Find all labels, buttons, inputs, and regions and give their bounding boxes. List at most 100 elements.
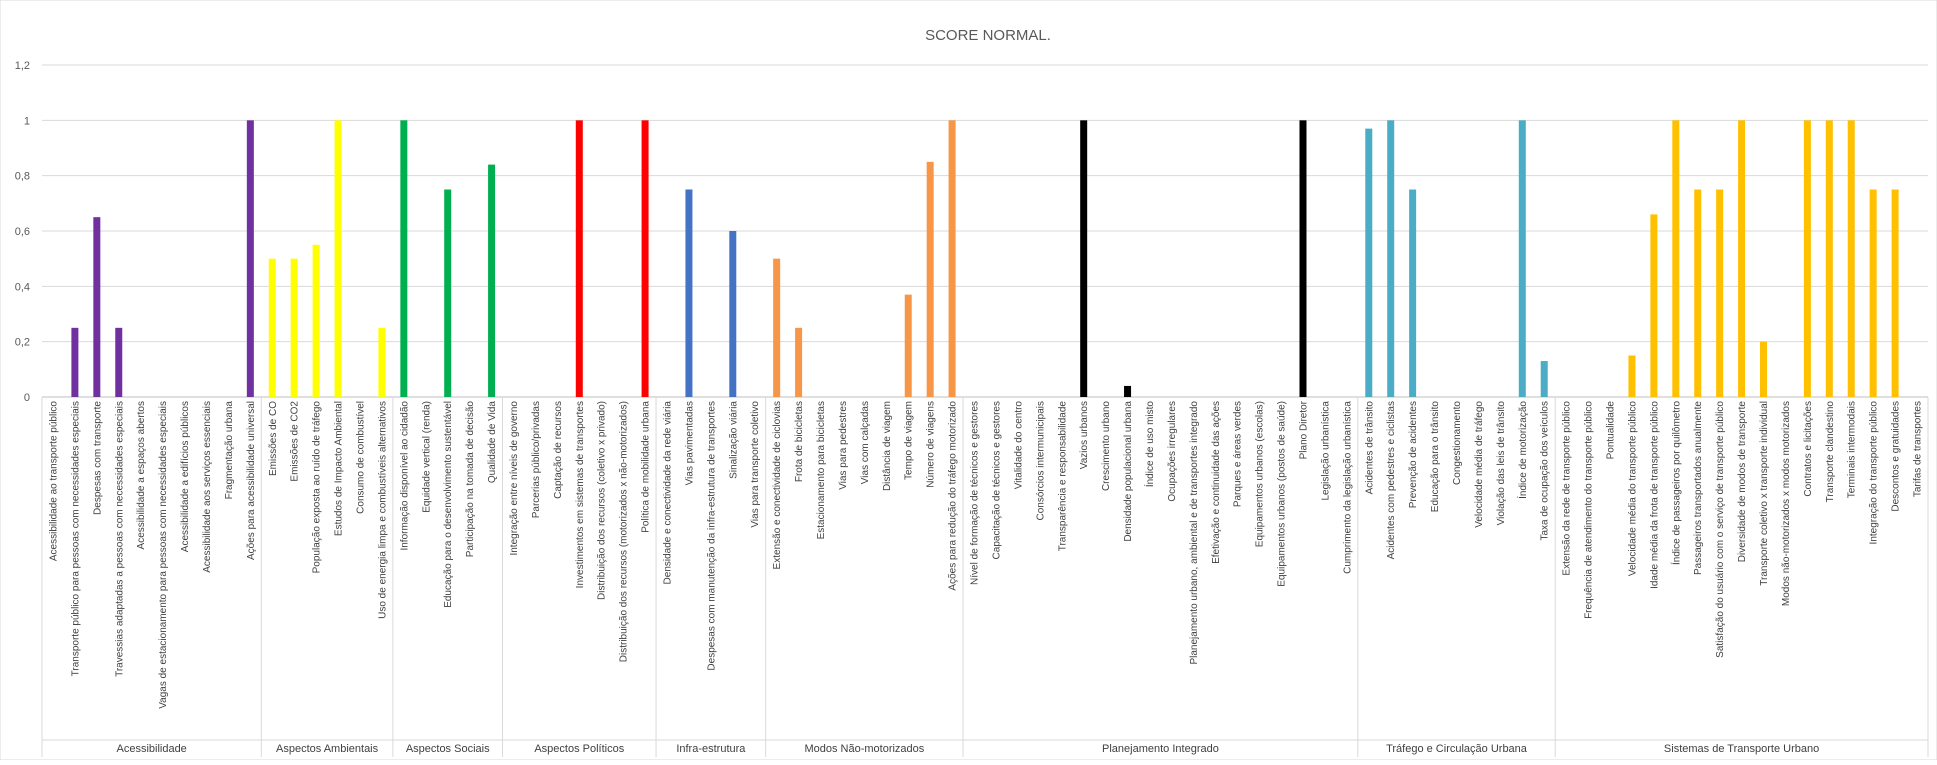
group-label: Tráfego e Circulação Urbana	[1386, 743, 1528, 755]
bar	[115, 327, 123, 397]
bar	[1825, 120, 1833, 397]
category-groups: Acessibilidade Aspectos Ambientais Aspecto…	[41, 397, 1929, 757]
bar	[1738, 120, 1746, 397]
bar	[904, 294, 912, 397]
x-tick-label: Parques e áreas verdes	[1233, 401, 1244, 507]
x-tick-label: Informação disponível ao cidadão	[399, 401, 410, 551]
bar	[1694, 189, 1702, 397]
bar	[795, 327, 803, 397]
x-tick-label: Índice de motorização	[1516, 401, 1529, 499]
bar	[1365, 128, 1373, 397]
bar	[1760, 341, 1768, 397]
x-tick-label: Transparência e responsabilidade	[1057, 401, 1068, 552]
bar	[1124, 385, 1132, 397]
x-tick-label: Pontualidade	[1606, 401, 1617, 460]
bars	[71, 120, 1899, 397]
x-tick-label: Qualidade de Vida	[487, 401, 498, 484]
x-tick-label: Diversidade de modos de transporte	[1737, 401, 1748, 563]
group-label: Aspectos Ambientais	[276, 743, 379, 755]
x-tick-label: Tempo de viagem	[904, 401, 915, 480]
x-tick-label: Equipamentos urbanos (postos de saúde)	[1277, 401, 1288, 587]
bar	[773, 258, 781, 397]
x-tick-label: Satisfação do usuário com o serviço de t…	[1715, 401, 1726, 658]
x-tick-label: Congestionamento	[1452, 401, 1463, 485]
x-tick-label: Nível de formação de técnicos e gestores	[970, 401, 981, 585]
bar	[1628, 355, 1636, 397]
x-tick-label: Plano Diretor	[1298, 400, 1309, 459]
x-tick-label: Fragmentação urbana	[224, 401, 235, 500]
bar	[334, 120, 342, 397]
x-tick-label: Cumprimento da legislação urbanística	[1342, 401, 1353, 574]
y-tick-label: 0,4	[15, 281, 30, 293]
y-axis-ticks: 0 0,2 0,4 0,6 0,8 1 1,2	[15, 60, 30, 404]
x-tick-label: Número de viagens	[926, 401, 937, 488]
x-tick-label: Travessias adaptadas a pessoas com neces…	[114, 401, 125, 677]
y-tick-label: 0	[24, 392, 30, 404]
x-tick-label: Extensão e conectividade de ciclovias	[772, 401, 783, 569]
x-tick-label: Vias para transporte coletivo	[750, 401, 761, 528]
x-tick-label: Participação na tomada de decisão	[465, 401, 476, 558]
x-tick-label: Estacionamento para bicicletas	[816, 401, 827, 539]
bar	[641, 120, 649, 397]
bar	[290, 258, 298, 397]
x-tick-label: Vazios urbanos	[1079, 401, 1090, 469]
group-label: Infra-estrutura	[676, 743, 746, 755]
y-tick-label: 1,2	[15, 60, 30, 72]
gridlines	[42, 64, 1928, 398]
x-tick-label: Ações para acessibilidade universal	[246, 401, 257, 560]
x-tick-label: Acessibilidade a espaços abertos	[136, 401, 147, 549]
y-tick-label: 1	[24, 115, 30, 127]
x-tick-label: Índice de passageiros por quilômetro	[1669, 401, 1682, 565]
bar	[1672, 120, 1680, 397]
bar	[1387, 120, 1395, 397]
x-tick-label: Política de mobilidade urbana	[641, 401, 652, 533]
x-tick-label: Captação de recursos	[553, 401, 564, 499]
x-tick-label: Despesas com transporte	[92, 401, 103, 515]
x-tick-label: Terminais intermodais	[1847, 401, 1858, 498]
bar	[1716, 189, 1724, 397]
y-tick-label: 0,8	[15, 171, 30, 183]
x-tick-label: Taxa de ocupação dos veículos	[1540, 401, 1551, 541]
bar	[1869, 189, 1877, 397]
bar	[488, 164, 496, 397]
x-axis-ticks: Acessibilidade ao transporte público Tran…	[48, 400, 1923, 708]
bar	[729, 231, 737, 397]
bar	[685, 189, 693, 397]
x-tick-label: Modos não-motorizados x modos motorizado…	[1781, 401, 1792, 606]
x-tick-label: Velocidade média do transporte público	[1627, 401, 1638, 577]
x-tick-label: Distribuição dos recursos (coletivo x pr…	[597, 401, 608, 600]
x-tick-label: Vias com calçadas	[860, 401, 871, 484]
x-tick-label: Equidade vertical (renda)	[421, 401, 432, 513]
x-tick-label: Transporte público para pessoas com nece…	[70, 401, 81, 676]
bar	[1299, 120, 1307, 397]
bar	[378, 327, 386, 397]
x-tick-label: Emissões de CO	[268, 401, 279, 476]
bar	[1080, 120, 1088, 397]
x-tick-label: Emissões de CO2	[290, 401, 301, 482]
group-label: Aspectos Sociais	[406, 743, 490, 755]
x-tick-label: Acessibilidade ao transporte público	[48, 401, 59, 562]
x-tick-label: Ações para redução do tráfego motorizado	[948, 401, 959, 591]
x-tick-label: Acidentes com pedestres e ciclistas	[1386, 401, 1397, 559]
bar	[1650, 214, 1658, 397]
x-tick-label: Passageiros transportados anualmente	[1693, 401, 1704, 575]
x-tick-label: Vitalidade do centro	[1013, 401, 1024, 490]
bar	[948, 120, 956, 397]
x-tick-label: Uso de energia limpa e combustíveis alte…	[377, 401, 388, 619]
group-label: Sistemas de Transporte Urbano	[1664, 743, 1819, 755]
bar	[1518, 120, 1526, 397]
x-tick-label: Equipamentos urbanos (escolas)	[1255, 401, 1266, 547]
x-tick-label: Investimentos em sistemas de transportes	[575, 401, 586, 588]
bar	[71, 327, 79, 397]
bar	[1891, 189, 1899, 397]
x-tick-label: Índice de uso misto	[1143, 401, 1156, 488]
x-tick-label: Parcerias público/privadas	[531, 401, 542, 518]
x-tick-label: Densidade populacional urbana	[1123, 401, 1134, 542]
x-tick-label: Frequência de atendimento do transporte …	[1584, 401, 1595, 619]
bar	[312, 244, 320, 397]
x-tick-label: Idade média da frota de transporte públi…	[1649, 401, 1660, 589]
x-tick-label: Descontos e gratuidades	[1891, 401, 1902, 512]
x-tick-label: Acidentes de trânsito	[1364, 401, 1375, 495]
x-tick-label: Vias pavimentadas	[684, 401, 695, 485]
group-label: Aspectos Políticos	[534, 743, 624, 755]
